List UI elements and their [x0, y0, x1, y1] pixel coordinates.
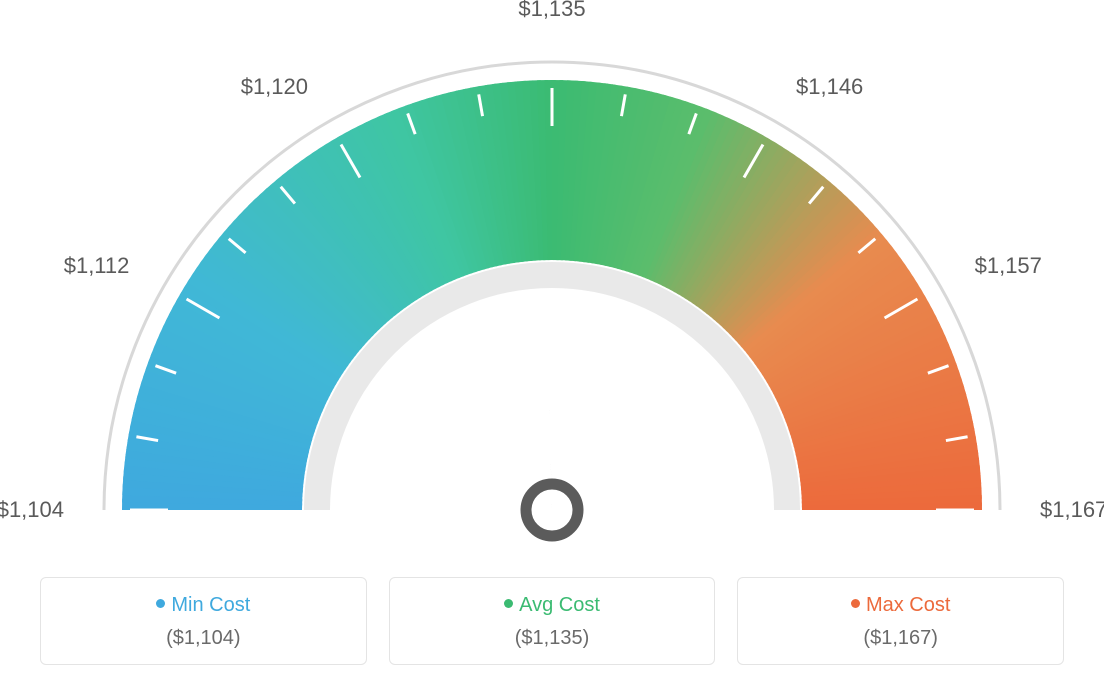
gauge-tick-label: $1,146 — [796, 74, 863, 100]
legend-avg-title-wrap: Avg Cost — [400, 594, 705, 617]
gauge-tick-label: $1,157 — [975, 253, 1042, 279]
gauge-tick-label: $1,120 — [241, 74, 308, 100]
gauge-chart: $1,104 $1,112 $1,120 $1,135 $1,146 $1,157 $1,1… — [0, 0, 1104, 560]
legend-card-max: Max Cost ($1,167) — [737, 577, 1064, 665]
legend-min-value: ($1,104) — [51, 627, 356, 650]
legend-min-title: Min Cost — [171, 594, 250, 616]
legend-avg-title: Avg Cost — [519, 594, 600, 616]
legend-avg-value: ($1,135) — [400, 627, 705, 650]
legend-row: Min Cost ($1,104) Avg Cost ($1,135) Max … — [40, 577, 1064, 665]
legend-avg-dot — [504, 599, 513, 608]
legend-max-value: ($1,167) — [748, 627, 1053, 650]
legend-max-title: Max Cost — [866, 594, 950, 616]
gauge-tick-label: $1,167 — [1040, 497, 1104, 523]
legend-card-avg: Avg Cost ($1,135) — [389, 577, 716, 665]
legend-min-title-wrap: Min Cost — [51, 594, 356, 617]
gauge-tick-label: $1,104 — [0, 497, 64, 523]
gauge-svg — [0, 0, 1104, 560]
gauge-tick-label: $1,112 — [64, 253, 130, 279]
legend-card-min: Min Cost ($1,104) — [40, 577, 367, 665]
legend-min-dot — [156, 599, 165, 608]
cost-gauge-widget: $1,104 $1,112 $1,120 $1,135 $1,146 $1,157 $1,1… — [0, 0, 1104, 690]
legend-max-title-wrap: Max Cost — [748, 594, 1053, 617]
legend-max-dot — [851, 599, 860, 608]
gauge-tick-label: $1,135 — [518, 0, 585, 22]
